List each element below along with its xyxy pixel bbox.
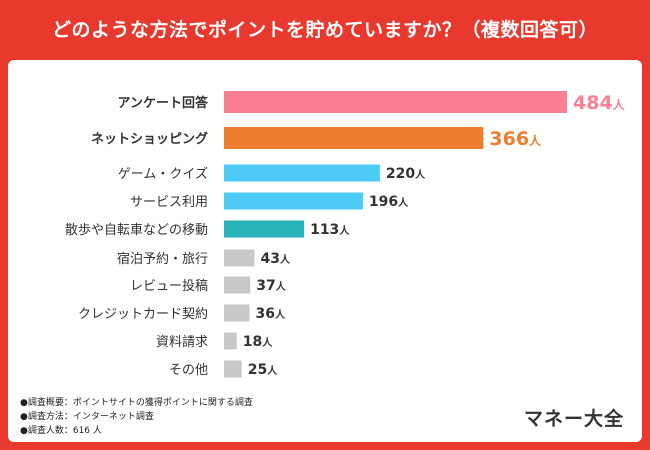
category-label: ネットショッピング	[91, 131, 208, 147]
bar	[224, 164, 380, 182]
value-label: 113人	[310, 222, 350, 238]
bar	[224, 192, 363, 210]
category-label: レビュー投稿	[130, 278, 208, 294]
bar	[224, 276, 251, 294]
bar	[224, 360, 242, 378]
value-label: 366人	[489, 128, 542, 150]
bar	[224, 220, 305, 238]
category-label: その他	[169, 363, 208, 378]
bar	[224, 127, 484, 149]
category-label: クレジットカード契約	[78, 307, 208, 322]
value-label: 25人	[248, 362, 278, 378]
value-label: 36人	[256, 306, 286, 322]
category-label: ゲーム・クイズ	[118, 166, 208, 182]
chart-title: どのような方法でポイントを貯めていますか？（複数回答可）	[51, 18, 598, 41]
category-label: 宿泊予約・旅行	[117, 251, 208, 267]
bar	[224, 249, 255, 267]
bar	[224, 332, 237, 350]
note-count: ●調査人数：616 人	[20, 426, 102, 436]
value-label: 196人	[369, 194, 409, 210]
note-method: ●調査方法：インターネット調査	[20, 412, 154, 422]
note-overview: ●調査概要：ポイントサイトの獲得ポイントに関する調査	[20, 398, 253, 408]
value-label: 37人	[256, 278, 286, 294]
survey-notes: ●調査概要：ポイントサイトの獲得ポイントに関する調査 ●調査方法：インターネット…	[20, 396, 253, 438]
brand-logo: マネー大全	[523, 408, 624, 430]
category-label: アンケート回答	[118, 95, 209, 111]
value-label: 484人	[573, 92, 626, 114]
category-label: 資料請求	[156, 335, 208, 350]
bar	[224, 91, 567, 113]
category-label: サービス利用	[130, 195, 208, 210]
chart-card: アンケート回答 484人ネットショッピング 366人ゲーム・クイズ 220人サービス利…	[8, 60, 642, 442]
category-label: 散歩や自転車などの移動	[65, 223, 208, 238]
value-label: 220人	[386, 166, 426, 182]
bar	[224, 304, 250, 322]
value-label: 43人	[260, 251, 290, 267]
value-label: 18人	[243, 334, 273, 350]
